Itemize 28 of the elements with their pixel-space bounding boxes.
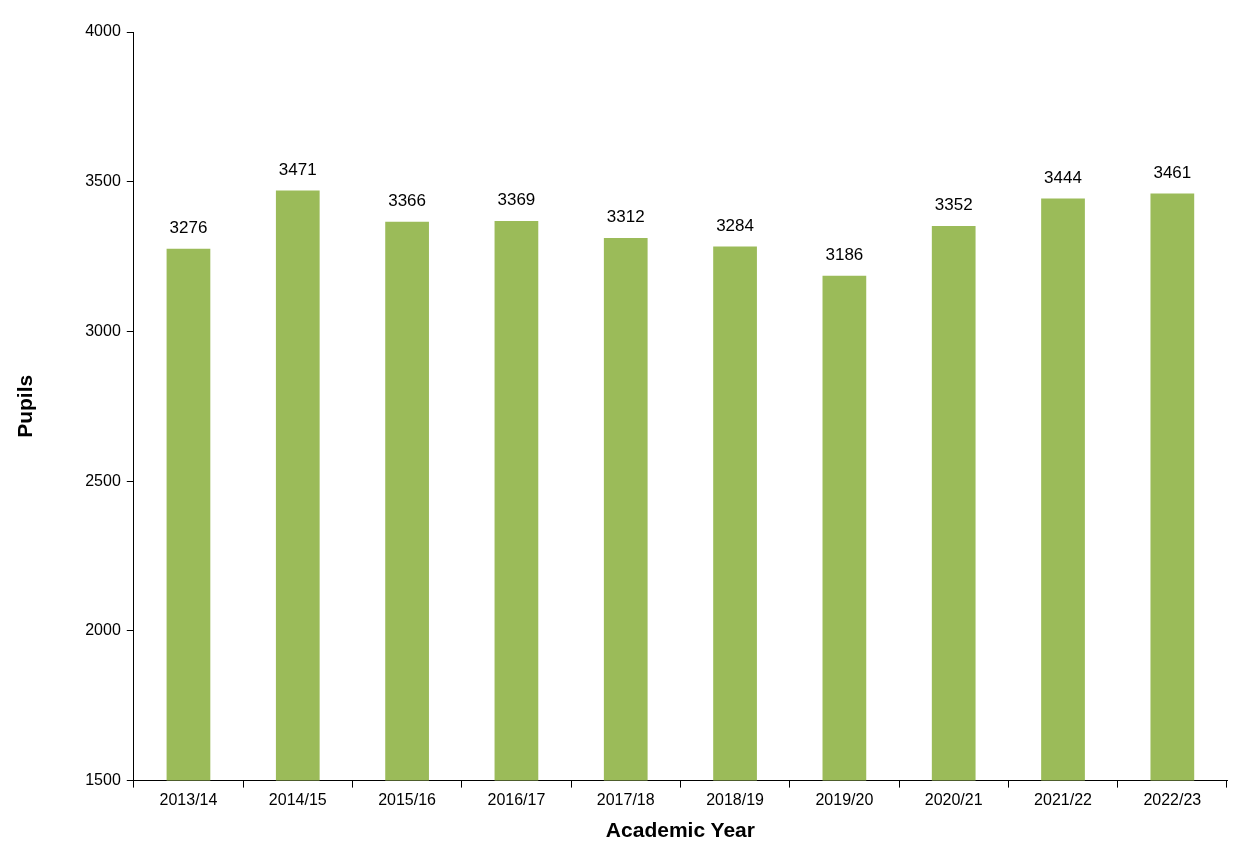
- x-tick-label: 2018/19: [706, 790, 765, 808]
- y-tick-label: 4000: [85, 22, 121, 40]
- y-tick-label: 2500: [85, 471, 121, 489]
- x-tick-label: 2014/15: [268, 790, 327, 808]
- y-tick-label: 2000: [85, 621, 121, 639]
- x-tick-label: 2015/16: [378, 790, 437, 808]
- x-tick-label: 2017/18: [596, 790, 655, 808]
- x-tick-label: 2016/17: [487, 790, 546, 808]
- data-label: 3471: [278, 159, 317, 179]
- x-tick-label: 2022/23: [1143, 790, 1202, 808]
- data-label: 3366: [388, 191, 427, 211]
- x-tick-label: 2021/22: [1034, 790, 1093, 808]
- data-label: 3352: [934, 195, 973, 215]
- data-label: 3444: [1044, 167, 1082, 187]
- data-label: 3284: [716, 215, 754, 235]
- data-label: 3461: [1153, 162, 1192, 182]
- x-tick-label: 2020/21: [924, 790, 983, 808]
- data-label: 3369: [497, 190, 536, 210]
- data-label: 3186: [825, 244, 864, 264]
- x-tick-label: 2019/20: [815, 790, 874, 808]
- x-tick-label: 2013/14: [159, 790, 218, 808]
- x-axis-title: Academic Year: [605, 818, 755, 842]
- data-label: 3312: [606, 207, 645, 227]
- y-tick-label: 3500: [85, 172, 121, 190]
- y-axis-title: Pupils: [13, 374, 37, 438]
- data-label: 3276: [169, 217, 208, 237]
- y-tick-label: 3000: [85, 321, 121, 339]
- y-tick-label: 1500: [85, 771, 121, 789]
